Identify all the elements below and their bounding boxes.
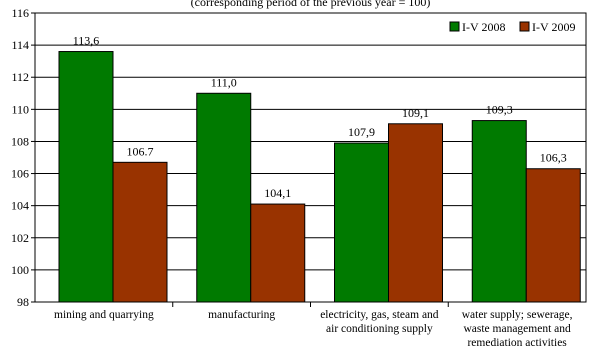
y-tick-label: 114 bbox=[11, 38, 29, 52]
x-category-label: mining and quarrying bbox=[54, 309, 154, 321]
x-category-label: electricity, gas, steam and bbox=[320, 309, 439, 321]
legend-label: I-V 2009 bbox=[532, 20, 575, 34]
bars-group bbox=[58, 51, 581, 303]
chart-title: (corresponding period of the previous ye… bbox=[191, 0, 431, 9]
y-tick-label: 98 bbox=[17, 295, 29, 309]
data-label: 106,3 bbox=[540, 151, 567, 165]
x-category-label: manufacturing bbox=[208, 309, 275, 321]
data-label: 107,9 bbox=[348, 125, 375, 139]
y-tick-label: 110 bbox=[11, 102, 29, 116]
data-label: 109,3 bbox=[486, 103, 513, 117]
bar bbox=[250, 203, 306, 303]
y-tick-label: 112 bbox=[11, 70, 29, 84]
bar bbox=[388, 123, 443, 303]
x-category-label: water supply; sewerage, bbox=[462, 309, 573, 321]
x-category-label: air conditioning supply bbox=[326, 323, 433, 335]
y-tick-label: 100 bbox=[11, 263, 29, 277]
bar bbox=[196, 92, 252, 303]
data-label: 111,0 bbox=[211, 75, 237, 89]
bar bbox=[112, 161, 168, 303]
y-tick-label: 102 bbox=[11, 231, 29, 245]
y-tick-labels: 98 100 102 104 106 108 110 112 114 116 bbox=[11, 6, 29, 309]
x-category-label: remediation activities bbox=[467, 337, 567, 349]
data-label: 109,1 bbox=[402, 106, 429, 120]
legend-label: I-V 2008 bbox=[462, 20, 505, 34]
x-category-label: waste management and bbox=[463, 323, 571, 335]
bar bbox=[525, 168, 581, 303]
y-tick-label: 106 bbox=[11, 167, 29, 181]
axes-group bbox=[31, 12, 587, 307]
data-label: 113,6 bbox=[73, 34, 100, 48]
legend: I-V 2008 I-V 2009 bbox=[449, 20, 575, 34]
data-label: 106.7 bbox=[127, 144, 154, 158]
bar bbox=[334, 142, 389, 303]
data-label: 104,1 bbox=[264, 186, 291, 200]
y-tick-label: 104 bbox=[11, 199, 29, 213]
y-tick-label: 116 bbox=[11, 6, 29, 20]
y-tick-label: 108 bbox=[11, 134, 29, 148]
bar bbox=[471, 120, 527, 303]
data-labels-group: 113,6 106.7 111,0 104,1 107,9 109,1 109,3 106,3 bbox=[73, 34, 567, 201]
legend-swatch bbox=[449, 21, 460, 32]
legend-swatch bbox=[519, 21, 530, 32]
bar bbox=[58, 51, 114, 303]
x-category-labels: mining and quarrying manufacturing electri… bbox=[54, 309, 573, 349]
